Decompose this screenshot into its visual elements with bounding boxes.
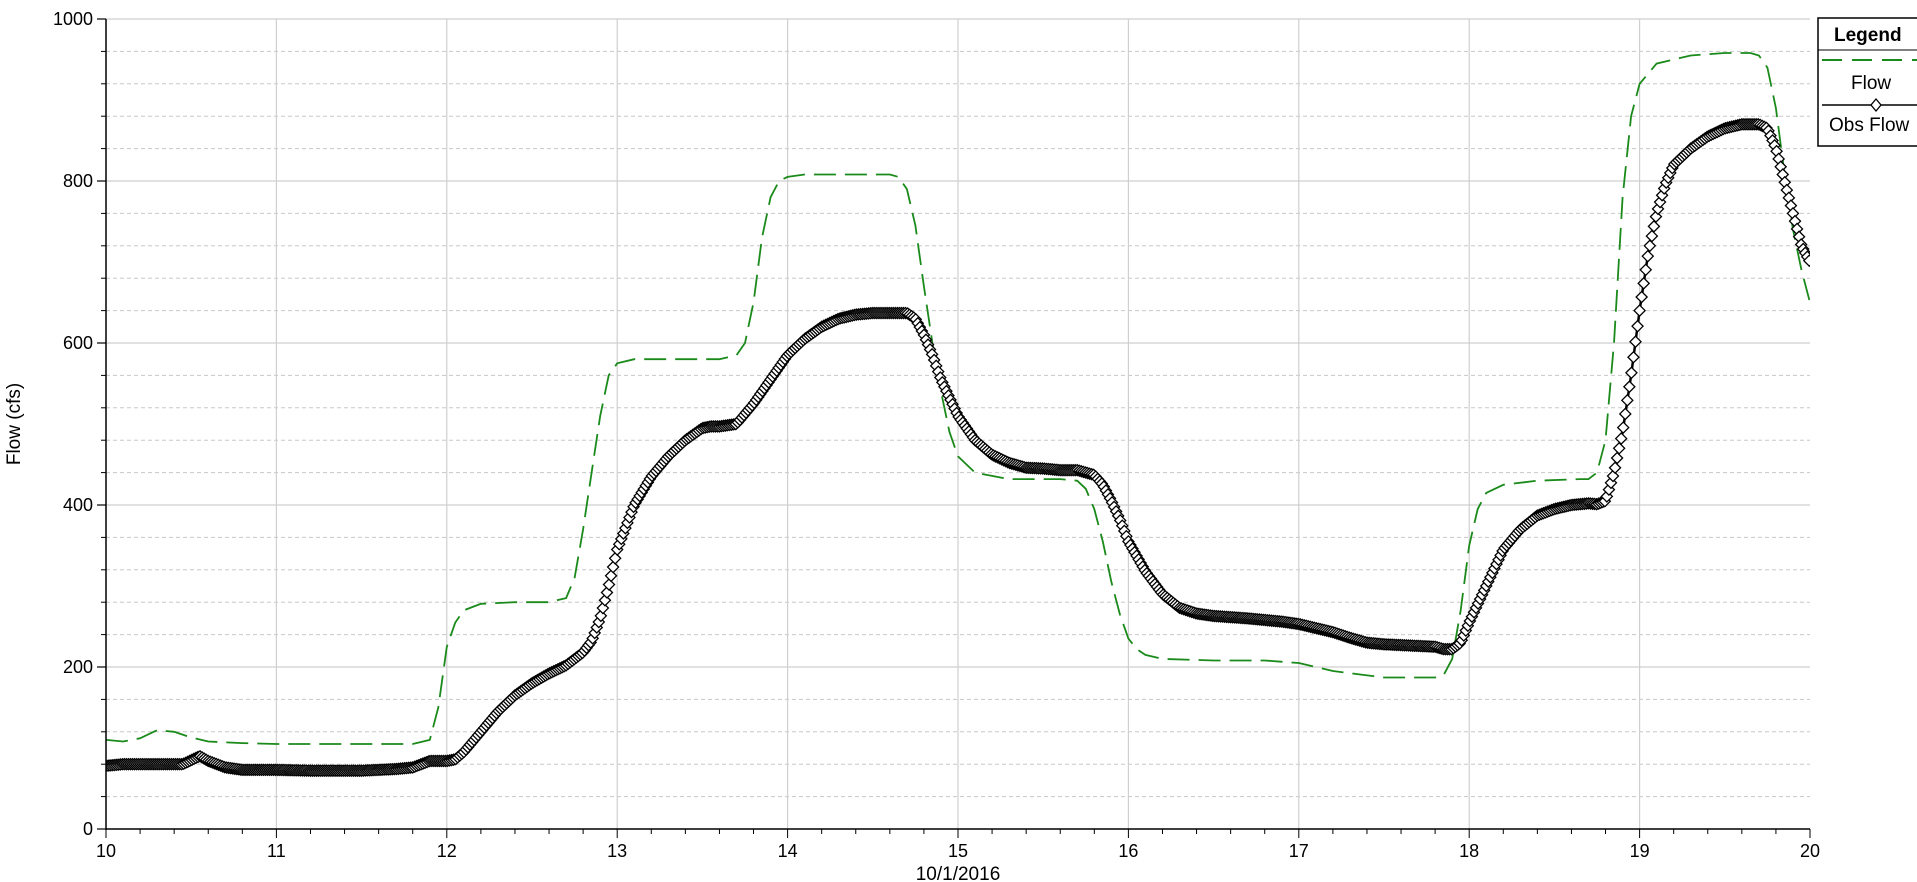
legend-obs-label: Obs Flow <box>1829 115 1910 136</box>
series-obs-flow-markers <box>106 117 1810 778</box>
obs-flow-marker <box>1635 290 1649 304</box>
legend: Legend Flow Obs Flow <box>1817 17 1917 147</box>
y-axis-label: Flow (cfs) <box>4 383 25 465</box>
obs-flow-marker <box>1633 304 1647 318</box>
y-tick-label: 1000 <box>53 9 93 29</box>
x-tick-label: 10 <box>96 841 116 861</box>
legend-obs-marker <box>1870 97 1882 113</box>
x-tick-label: 19 <box>1630 841 1650 861</box>
legend-box <box>1817 17 1917 147</box>
obs-flow-marker <box>1625 366 1638 380</box>
x-tick-label: 11 <box>267 841 286 861</box>
series-group <box>106 52 1810 778</box>
obs-flow-marker <box>1631 319 1644 333</box>
x-axis-label: 10/1/2016 <box>916 864 1001 882</box>
obs-flow-marker <box>1647 219 1661 233</box>
y-tick-label: 400 <box>63 495 93 515</box>
obs-flow-marker <box>1608 461 1622 475</box>
x-tick-label: 15 <box>948 841 968 861</box>
obs-flow-marker <box>1639 263 1653 277</box>
x-tick-label: 14 <box>778 841 798 861</box>
obs-flow-marker <box>1610 451 1624 465</box>
x-tick-label: 12 <box>437 841 457 861</box>
x-tick-label: 18 <box>1459 841 1479 861</box>
obs-flow-marker <box>1645 229 1659 243</box>
y-tick-label: 800 <box>63 171 93 191</box>
obs-flow-marker <box>1622 380 1636 394</box>
obs-flow-marker <box>606 560 620 574</box>
obs-flow-marker <box>1616 421 1630 434</box>
obs-flow-marker <box>1802 254 1810 268</box>
axes <box>97 18 1811 838</box>
obs-flow-marker <box>1641 249 1655 263</box>
series-flow-line <box>106 52 1810 745</box>
tick-labels: 0 200 400 600 800 1000 10 11 12 13 14 15 16 17 18 19 20 <box>53 9 1820 861</box>
y-tick-label: 600 <box>63 333 93 353</box>
legend-flow-label: Flow <box>1851 73 1891 94</box>
obs-flow-marker <box>1620 393 1634 407</box>
x-tick-label: 13 <box>607 841 627 861</box>
obs-flow-marker <box>1614 432 1628 445</box>
obs-flow-marker <box>608 551 622 565</box>
obs-flow-marker <box>1618 407 1632 421</box>
grid <box>106 18 1810 829</box>
obs-flow-marker <box>1629 335 1642 349</box>
obs-flow-marker <box>604 569 618 583</box>
obs-flow-marker <box>602 578 616 591</box>
obs-flow-marker <box>1627 350 1640 364</box>
legend-title: Legend <box>1834 25 1902 46</box>
obs-flow-marker <box>1643 239 1657 253</box>
y-tick-label: 200 <box>63 657 93 677</box>
obs-flow-marker <box>1637 276 1651 290</box>
x-tick-label: 17 <box>1289 841 1309 861</box>
obs-flow-marker <box>1612 441 1626 455</box>
x-tick-label: 20 <box>1800 841 1820 861</box>
y-tick-label: 0 <box>83 819 93 839</box>
x-tick-label: 16 <box>1118 841 1138 861</box>
